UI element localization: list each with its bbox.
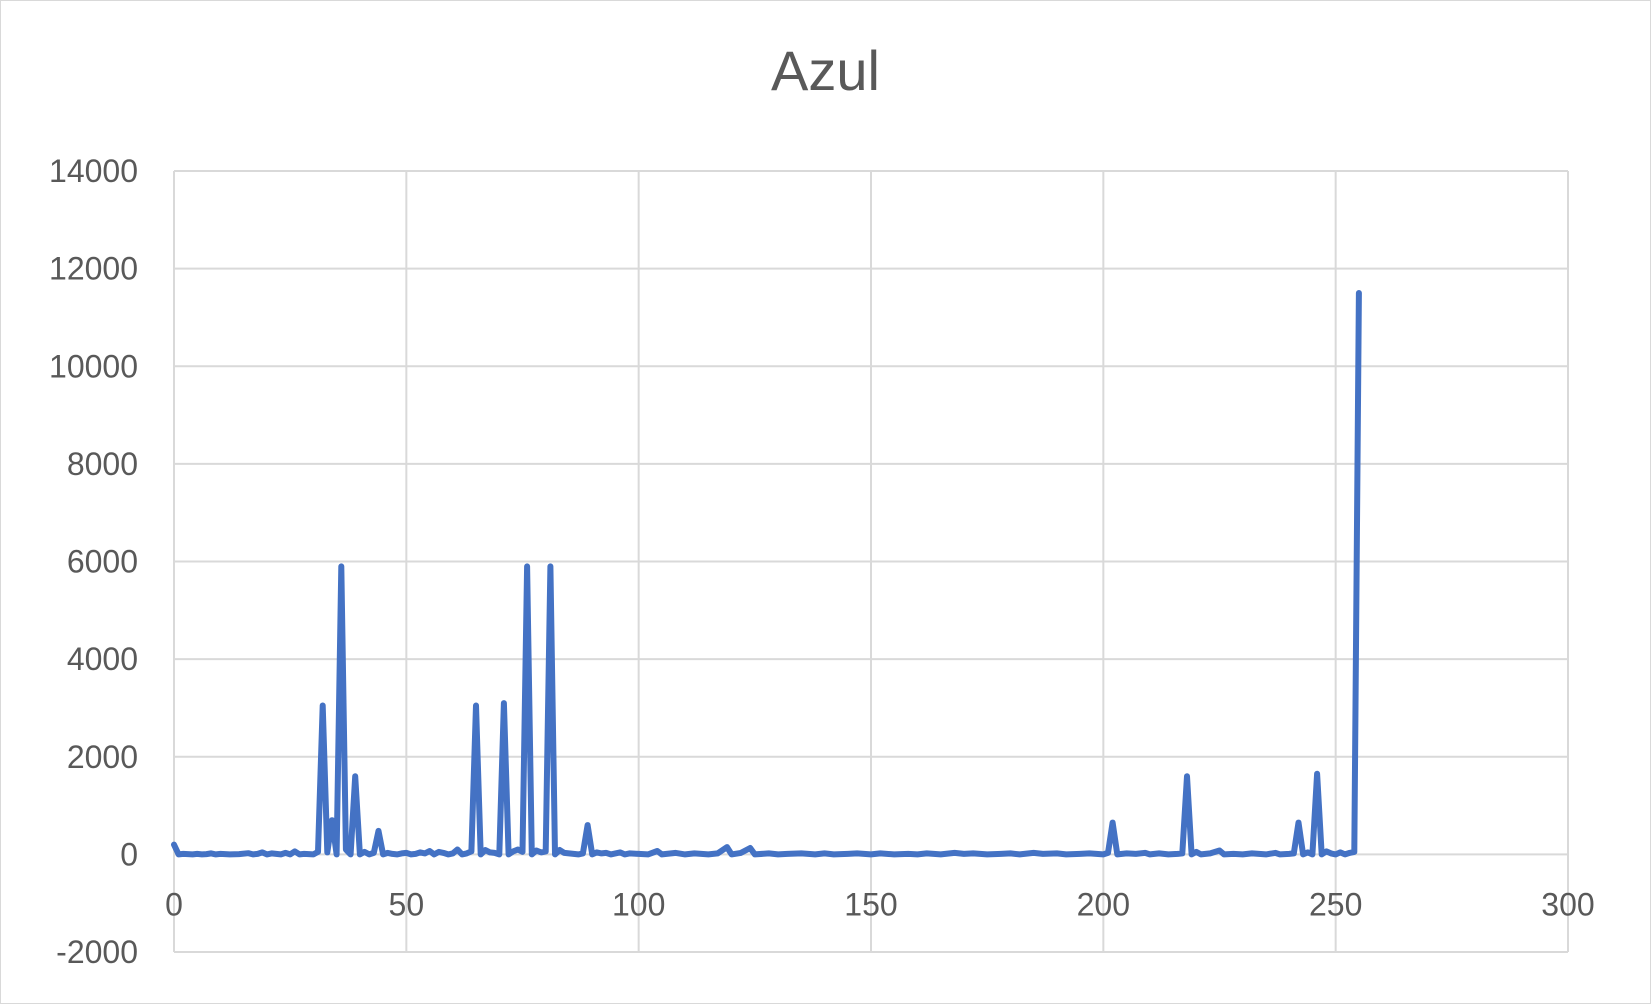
- y-tick-label: 10000: [49, 348, 138, 384]
- y-tick-label: 14000: [49, 153, 138, 189]
- y-axis-tick-labels: -2000 0 2000 4000 6000 8000 10000 12000 14000: [49, 153, 138, 970]
- horizontal-gridlines: [174, 170, 1568, 953]
- x-axis-tick-labels: 0 50 100 150 200 250 300: [165, 886, 1595, 922]
- series-layer: [171, 290, 1362, 858]
- x-tick-label: 50: [389, 886, 425, 922]
- x-tick-label: 200: [1077, 886, 1130, 922]
- series-line: [171, 290, 1362, 858]
- y-tick-label: 6000: [67, 544, 138, 580]
- y-tick-label: 0: [120, 836, 138, 872]
- x-tick-label: 100: [612, 886, 665, 922]
- x-tick-label: 250: [1309, 886, 1362, 922]
- y-tick-label: 2000: [67, 739, 138, 775]
- y-tick-label: -2000: [56, 934, 138, 970]
- y-tick-label: 8000: [67, 446, 138, 482]
- x-tick-label: 150: [844, 886, 897, 922]
- y-tick-label: 4000: [67, 641, 138, 677]
- x-tick-label: 300: [1541, 886, 1594, 922]
- chart-title: Azul: [771, 39, 880, 102]
- y-tick-label: 12000: [49, 251, 138, 287]
- x-tick-label: 0: [165, 886, 183, 922]
